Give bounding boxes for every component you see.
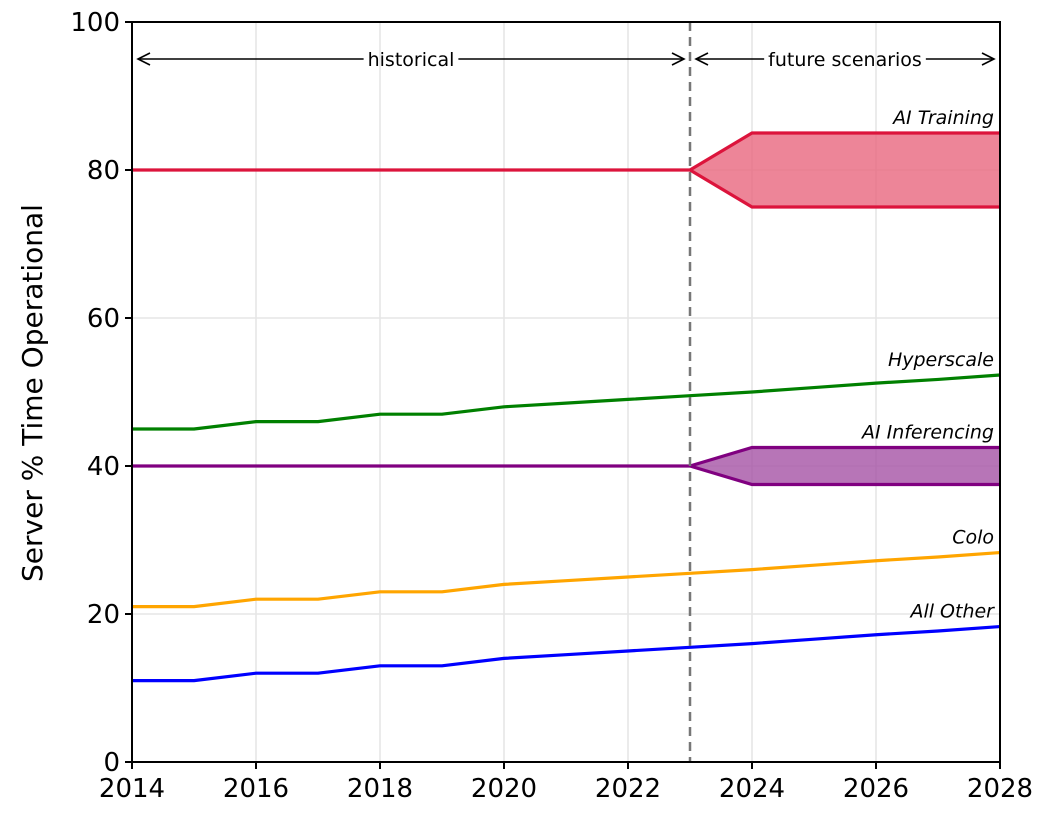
ai-training-band-upper-line	[689, 131, 1000, 172]
series-lines	[132, 131, 1001, 683]
x-tick-label: 2018	[347, 774, 413, 804]
y-tick-label: 80	[87, 156, 120, 186]
ai-training-band-lower-line	[689, 168, 1000, 209]
x-tick-label: 2016	[223, 774, 289, 804]
ai-inferencing-scenario-band	[690, 447, 1000, 485]
axes: 2014 2016 2018 2020 2022 2024 2026 2028 0 20 40 60 8…	[70, 8, 1033, 804]
hyperscale-line	[132, 373, 1001, 431]
colo-line	[132, 550, 1001, 609]
x-tick-label: 2022	[595, 774, 661, 804]
y-tick-label: 20	[87, 600, 120, 630]
plot-frame	[131, 21, 1001, 763]
ai-inferencing-band-upper-line	[689, 445, 1000, 468]
x-tick-label: 2024	[719, 774, 785, 804]
all-other-line	[132, 624, 1001, 683]
y-tick-label: 40	[87, 452, 120, 482]
y-axis-label: Server % Time Operational	[16, 204, 49, 582]
series-labels: AI Training Hyperscale AI Inferencing Colo A…	[860, 107, 995, 623]
region-arrowhead-right	[671, 52, 686, 66]
x-tick-label: 2020	[471, 774, 537, 804]
x-tick-label: 2026	[843, 774, 909, 804]
x-tick-label: 2028	[967, 774, 1033, 804]
hyperscale-label: Hyperscale	[888, 349, 994, 371]
all-other-label: All Other	[908, 601, 995, 623]
y-tick-label: 0	[103, 748, 120, 778]
ai-training-scenario-band	[690, 133, 1000, 207]
region-label-future-scenarios: future scenarios	[768, 49, 922, 71]
ai-inferencing-label: AI Inferencing	[860, 422, 994, 444]
ai-inferencing-band-lower-line	[689, 464, 1000, 487]
x-tick-label: 2014	[99, 774, 165, 804]
colo-label: Colo	[952, 527, 994, 549]
ai-training-label: AI Training	[891, 107, 994, 129]
scenario-bands	[690, 133, 1000, 485]
region-annotations: historical future scenarios	[136, 49, 996, 71]
y-tick-label: 100	[70, 8, 120, 38]
region-arrowhead-left	[136, 52, 151, 66]
region-arrowhead-right	[981, 52, 996, 66]
region-label-historical: historical	[368, 49, 455, 71]
y-tick-label: 60	[87, 304, 120, 334]
region-arrowhead-left	[694, 52, 709, 66]
